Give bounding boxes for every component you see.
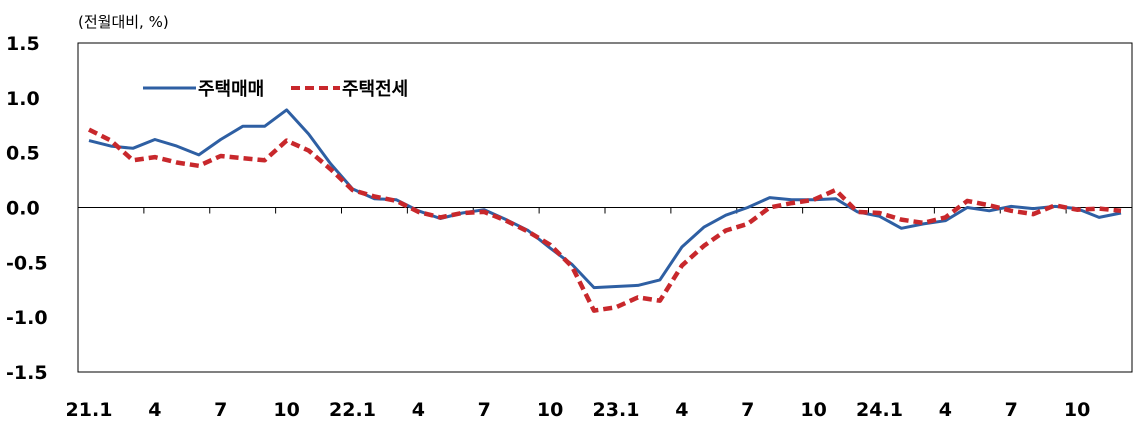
x-tick-label: 10 — [273, 399, 299, 421]
x-tick-label: 10 — [537, 399, 563, 421]
unit-label: (전월대비, %) — [78, 13, 169, 31]
y-tick-label: 0.5 — [6, 143, 40, 165]
series-line-sales — [88, 108, 1122, 290]
y-tick-label: -1.5 — [6, 362, 48, 384]
x-tick-label: 7 — [478, 399, 491, 421]
x-tick-label: 23.1 — [593, 399, 640, 421]
series-layer — [87, 108, 1122, 313]
x-tick-label: 7 — [1005, 399, 1018, 421]
y-tick-label: 1.5 — [6, 33, 40, 55]
x-tick-label: 7 — [214, 399, 227, 421]
series-line-jeonse — [87, 127, 1122, 313]
x-tick-label: 10 — [1064, 399, 1090, 421]
legend-label-jeonse: 주택전세 — [342, 79, 408, 100]
y-tick-label: 0.0 — [6, 198, 40, 220]
x-tick-label: 4 — [675, 399, 688, 421]
y-tick-label: -0.5 — [6, 252, 48, 274]
x-tick-label: 22.1 — [329, 399, 376, 421]
legend: 주택매매 주택전세 — [143, 79, 408, 100]
x-axis-labels: 21.1 4 7 10 22.1 4 7 10 23.1 4 7 10 24.1 4 7 10 — [66, 399, 1091, 421]
x-tick-label: 4 — [412, 399, 425, 421]
y-tick-label: -1.0 — [6, 307, 48, 329]
x-tick-label: 4 — [148, 399, 161, 421]
legend-label-sales: 주택매매 — [198, 79, 264, 100]
x-tick-label: 4 — [939, 399, 952, 421]
y-axis-ticks: 1.5 1.0 0.5 0.0 -0.5 -1.0 -1.5 — [6, 33, 48, 384]
x-tick-label: 10 — [800, 399, 826, 421]
x-tick-label: 24.1 — [856, 399, 903, 421]
x-tick-label: 21.1 — [66, 399, 113, 421]
y-tick-label: 1.0 — [6, 88, 40, 110]
x-tick-label: 7 — [741, 399, 754, 421]
